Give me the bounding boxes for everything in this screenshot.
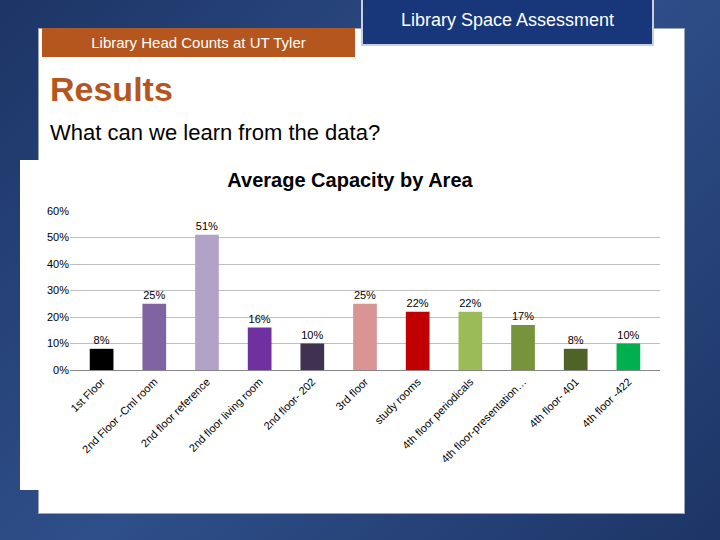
svg-text:4th floor -422: 4th floor -422: [579, 376, 633, 430]
svg-text:1st Floor: 1st Floor: [68, 375, 107, 414]
svg-text:10%: 10%: [301, 329, 323, 341]
svg-text:3rd floor: 3rd floor: [333, 375, 370, 412]
svg-text:51%: 51%: [196, 220, 218, 232]
svg-text:25%: 25%: [354, 289, 376, 301]
svg-text:30%: 30%: [47, 284, 69, 296]
svg-text:4th floor-presentation…: 4th floor-presentation…: [439, 376, 529, 466]
svg-text:0%: 0%: [53, 364, 69, 376]
svg-text:4th floor- 401: 4th floor- 401: [527, 376, 581, 430]
html-text:Results: Results: [50, 70, 173, 108]
svg-text:8%: 8%: [94, 334, 110, 346]
html-text:What can we learn from the dat: What can we learn from the data?: [50, 120, 381, 145]
svg-text:50%: 50%: [47, 231, 69, 243]
svg-text:2nd floor reference: 2nd floor reference: [138, 376, 212, 450]
svg-text:17%: 17%: [512, 310, 534, 322]
svg-text:40%: 40%: [47, 258, 69, 270]
svg-text:study rooms: study rooms: [372, 375, 423, 426]
html-text:Library Space Assessment: Library Space Assessment: [400, 10, 614, 30]
svg-text:10%: 10%: [617, 329, 639, 341]
svg-text:2nd floor- 202: 2nd floor- 202: [261, 376, 317, 432]
svg-text:20%: 20%: [47, 311, 69, 323]
svg-text:2nd floor living room: 2nd floor living room: [186, 376, 265, 455]
svg-text:Average Capacity by Area: Average Capacity by Area: [227, 169, 473, 191]
svg-text:25%: 25%: [143, 289, 165, 301]
svg-text:2nd Floor -Cml room: 2nd Floor -Cml room: [80, 376, 160, 456]
svg-text:60%: 60%: [47, 205, 69, 217]
svg-text:22%: 22%: [407, 297, 429, 309]
svg-text:22%: 22%: [459, 297, 481, 309]
svg-text:10%: 10%: [47, 337, 69, 349]
svg-text:4th floor periodicals: 4th floor periodicals: [400, 375, 476, 451]
svg-text:8%: 8%: [568, 334, 584, 346]
html-text:Library Head Counts at UT Tyle: Library Head Counts at UT Tyler: [91, 34, 306, 51]
svg-text:16%: 16%: [249, 313, 271, 325]
